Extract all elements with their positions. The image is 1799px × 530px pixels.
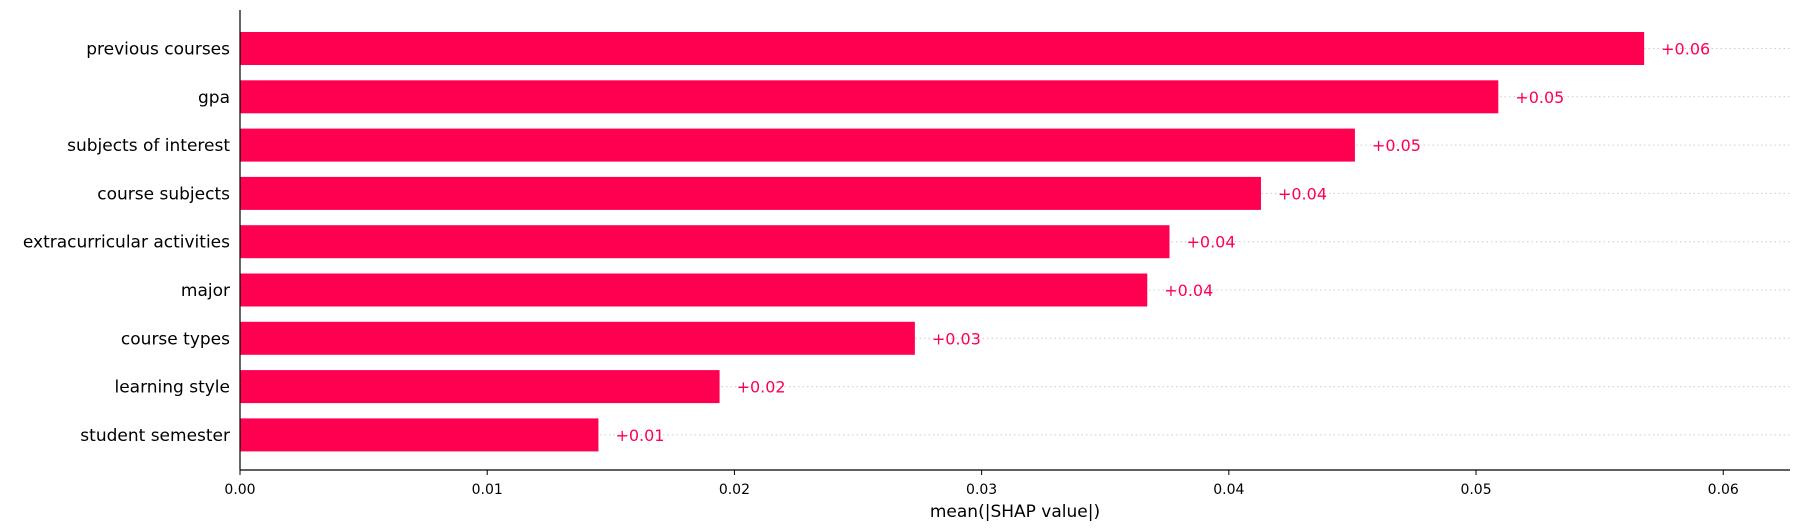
x-axis-label: mean(|SHAP value|) — [930, 502, 1100, 522]
x-tick-label: 0.02 — [719, 482, 750, 498]
x-ticks: 0.00 0.01 0.02 0.03 0.04 0.05 0.06 — [224, 470, 1739, 498]
bar-learning-style — [240, 370, 720, 404]
x-tick-label: 0.06 — [1708, 482, 1739, 498]
bar-subjects-of-interest — [240, 128, 1355, 162]
y-tick-label: course subjects — [97, 184, 230, 204]
y-tick-labels: previous courses gpa subjects of interest c… — [23, 40, 230, 446]
bar-extracurricular-activities — [240, 225, 1170, 259]
y-tick-label: previous courses — [86, 40, 230, 60]
bar-gpa — [240, 80, 1499, 114]
value-label: +0.04 — [1187, 233, 1236, 252]
value-label: +0.01 — [615, 426, 664, 445]
bar-course-subjects — [240, 176, 1261, 210]
bar-major — [240, 273, 1148, 307]
value-label: +0.02 — [737, 378, 786, 397]
bar-student-semester — [240, 418, 599, 452]
value-label: +0.04 — [1164, 281, 1213, 300]
x-tick-label: 0.04 — [1213, 482, 1244, 498]
x-tick-label: 0.01 — [472, 482, 503, 498]
y-tick-label: subjects of interest — [67, 136, 230, 156]
y-tick-label: course types — [121, 329, 230, 349]
bars — [240, 32, 1645, 452]
bar-previous-courses — [240, 32, 1645, 65]
value-label: +0.05 — [1372, 136, 1421, 155]
x-tick-label: 0.05 — [1460, 482, 1491, 498]
y-tick-label: major — [181, 281, 230, 301]
value-label: +0.04 — [1278, 184, 1327, 203]
value-label: +0.06 — [1661, 40, 1710, 59]
y-tick-label: student semester — [80, 426, 230, 446]
value-label: +0.03 — [932, 329, 981, 348]
y-tick-label: gpa — [198, 88, 230, 108]
y-tick-label: extracurricular activities — [23, 233, 230, 253]
y-tick-label: learning style — [114, 378, 230, 398]
x-tick-label: 0.03 — [966, 482, 997, 498]
value-labels: +0.06 +0.05 +0.05 +0.04 +0.04 +0.04 +0.03 +0.02… — [615, 40, 1710, 445]
x-tick-label: 0.00 — [224, 482, 255, 498]
value-label: +0.05 — [1515, 88, 1564, 107]
bar-course-types — [240, 321, 915, 355]
